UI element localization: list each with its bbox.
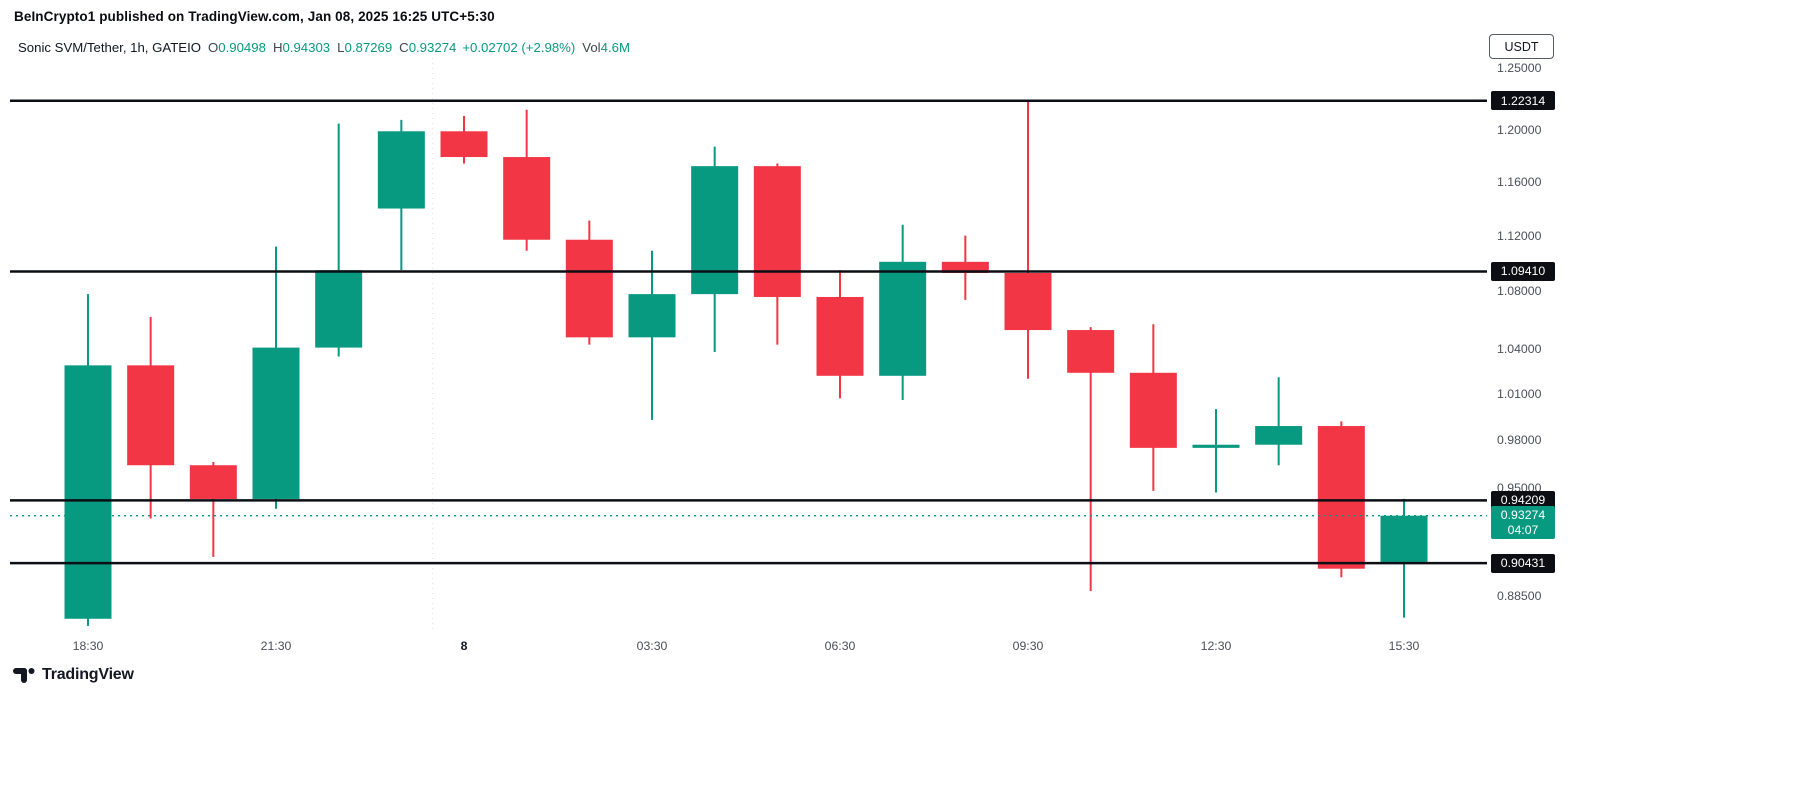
price-level-badge: 1.09410 (1491, 261, 1555, 281)
time-axis-label: 12:30 (1200, 639, 1232, 653)
time-scale-axis[interactable]: 18:30 21:30 8 03:30 06:30 09:30 12:30 15:30 (0, 636, 1489, 660)
candle-body (1004, 272, 1052, 331)
candle-body (64, 365, 112, 619)
candle-body (1255, 426, 1303, 445)
time-axis-label: 8 (460, 639, 468, 653)
symbol-legend: Sonic SVM/Tether, 1h, GATEIO O0.90498 H0.9… (18, 40, 630, 56)
candle-body (503, 157, 551, 240)
candlestick-chart[interactable] (0, 0, 1560, 705)
candle-body (1067, 330, 1115, 373)
price-level-badge: 0.90431 (1491, 553, 1555, 573)
time-axis-label: 15:30 (1388, 639, 1420, 653)
candle-body (691, 166, 739, 295)
ohlc-high-value: 0.94303 (282, 40, 331, 55)
price-scale-axis[interactable]: 1.25000 1.20000 1.16000 1.12000 1.08000 1.040… (1489, 0, 1560, 660)
price-axis-label: 1.12000 (1497, 228, 1542, 243)
candle-body (816, 296, 864, 376)
ohlc-low-label: L (337, 40, 345, 55)
candle-body (1129, 372, 1177, 448)
tradingview-logo-text: TradingView (42, 666, 134, 683)
candle-body (127, 365, 175, 466)
attribution-text: BeInCrypto1 published on TradingView.com… (14, 9, 495, 24)
time-axis-label: 09:30 (1012, 639, 1044, 653)
candle-body (565, 239, 613, 338)
price-axis-label: 1.20000 (1497, 123, 1542, 137)
price-level-badge: 0.94209 (1491, 490, 1555, 510)
price-axis-label: 1.16000 (1497, 174, 1542, 189)
ohlc-low-value: 0.87269 (344, 40, 393, 55)
candle-body (315, 270, 363, 348)
ohlc-open-value: 0.90498 (218, 40, 266, 55)
price-axis-label: 1.04000 (1497, 342, 1542, 357)
bar-close-countdown: 04:07 (1507, 522, 1539, 537)
ohlc-high-label: H (272, 40, 283, 55)
candle-body (1317, 426, 1365, 569)
current-price-value: 0.93274 (1500, 507, 1546, 522)
candle-body (252, 347, 300, 499)
candle-body (753, 166, 801, 297)
tradingview-widget: BeInCrypto1 published on TradingView.com… (0, 0, 1560, 705)
ohlc-close-label: C (399, 40, 409, 55)
price-axis-label: 1.01000 (1497, 386, 1542, 401)
time-axis-label: 06:30 (824, 639, 856, 653)
volume-value: 4.6M (600, 40, 630, 55)
time-axis-label: 21:30 (260, 639, 292, 653)
candle-body (1380, 515, 1428, 562)
price-axis-label: 0.88500 (1497, 589, 1542, 604)
price-axis-label: 1.25000 (1497, 60, 1542, 75)
candle-body (941, 261, 989, 273)
currency-unit-button[interactable]: USDT (1489, 34, 1554, 59)
candle-body (879, 261, 927, 376)
symbol-title[interactable]: Sonic SVM/Tether, 1h, GATEIO (18, 40, 201, 55)
price-axis-label: 1.08000 (1497, 284, 1542, 299)
ohlc-open-label: O (208, 40, 219, 55)
price-level-badge: 1.22314 (1491, 91, 1555, 111)
price-change: +0.02702 (+2.98%) (462, 40, 576, 55)
volume-label: Vol (582, 40, 601, 55)
candle-body (1192, 444, 1240, 448)
time-axis-label: 18:30 (72, 639, 104, 653)
time-axis-label: 03:30 (636, 639, 668, 653)
candle-body (440, 131, 488, 158)
candle-body (377, 131, 425, 209)
current-price-badge: 0.93274 04:07 (1491, 506, 1555, 540)
tradingview-logo[interactable]: TradingView (13, 664, 134, 686)
candle-body (189, 465, 237, 499)
ohlc-close-value: 0.93274 (408, 40, 457, 55)
candle-body (628, 294, 676, 338)
tradingview-logo-icon (13, 668, 35, 683)
price-axis-label: 0.98000 (1497, 433, 1542, 448)
